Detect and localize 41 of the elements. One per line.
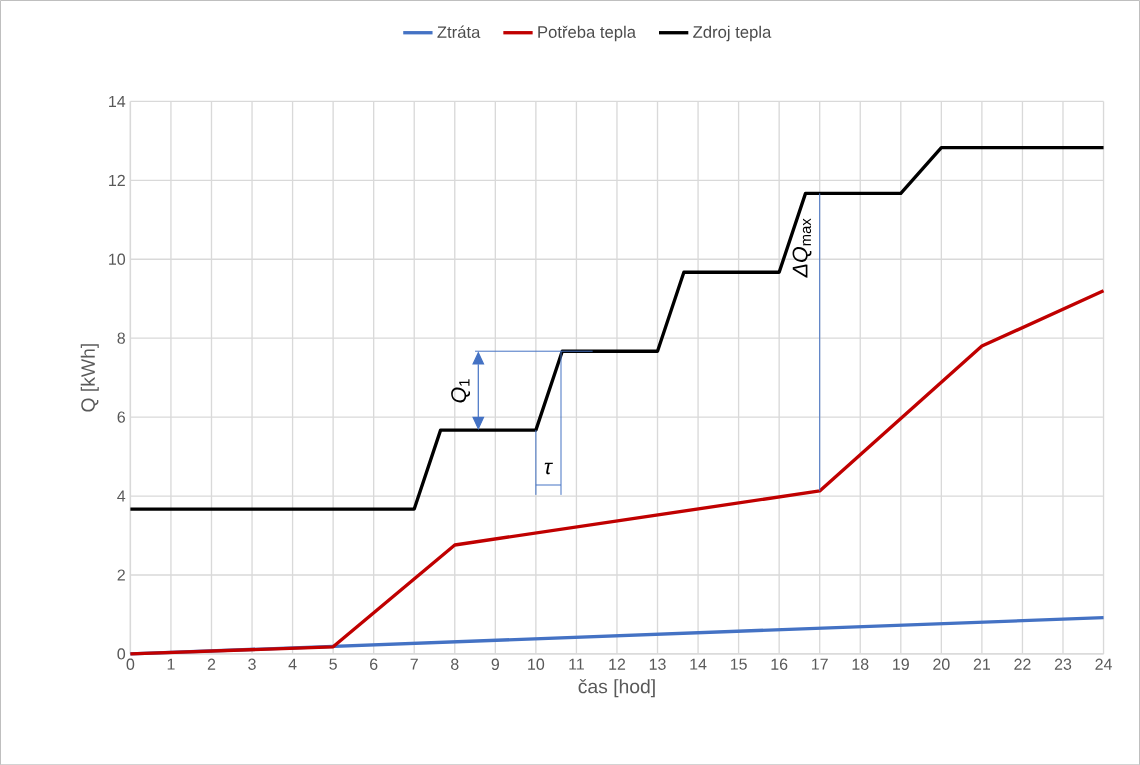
x-tick-label: 20 [933,658,950,670]
x-tick-label: 1 [167,658,175,670]
x-tick-label: 0 [126,658,135,670]
x-tick-label: 12 [609,658,626,670]
x-tick-label: 17 [812,658,828,670]
y-tick-label: 2 [117,569,125,581]
legend-label: Potřeba tepla [538,25,636,42]
x-tick-label: 8 [451,658,459,670]
x-tick-label: 23 [1054,658,1072,670]
y-tick-label: 6 [117,411,125,423]
x-tick-label: 9 [491,658,500,670]
annotation: ΔQ$_{max}$ [792,218,812,278]
x-tick-label: 11 [569,658,584,670]
legend-label: Zdroj tepla [693,25,772,42]
annotation: Q$_{1}$ [451,379,471,403]
x-tick-label: 14 [690,658,707,670]
x-tick-label: 18 [852,658,869,670]
x-tick-label: 16 [771,658,788,670]
x-tick-label: 3 [248,658,256,670]
x-tick-label: 22 [1014,658,1031,670]
y-tick-label: 8 [117,332,125,344]
y-tick-label: 4 [117,490,126,502]
y-axis-title: Q [kWh] [80,344,99,412]
x-tick-label: 6 [370,658,378,670]
x-tick-label: 4 [288,658,297,670]
x-tick-label: 2 [207,658,216,670]
x-tick-label: 7 [410,658,418,670]
legend-label: Ztráta [437,25,481,38]
x-tick-label: 21 [973,658,990,670]
x-axis-title: čas [hod] [578,678,655,697]
x-tick-label: 15 [730,658,747,670]
y-tick-label: 0 [117,648,126,660]
x-tick-label: 5 [329,658,337,670]
x-tick-label: 10 [528,658,545,670]
x-tick-label: 19 [893,658,909,670]
x-tick-label: 13 [649,658,666,670]
annotation: τ [544,462,553,474]
y-tick-label: 10 [109,253,126,265]
y-tick-label: 12 [109,174,125,186]
y-tick-label: 14 [109,95,126,107]
x-tick-label: 24 [1095,658,1112,670]
